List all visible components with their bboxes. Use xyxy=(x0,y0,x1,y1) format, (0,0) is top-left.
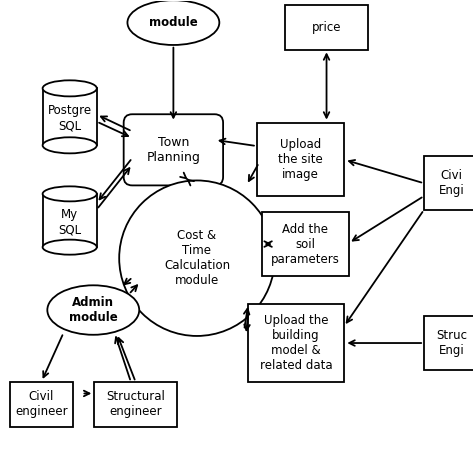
Bar xyxy=(43,194,97,247)
Text: Postgre
SQL: Postgre SQL xyxy=(48,104,92,132)
Bar xyxy=(43,88,97,146)
Text: Upload
the site
image: Upload the site image xyxy=(278,138,323,181)
Text: Add the
soil
parameters: Add the soil parameters xyxy=(271,223,340,265)
Ellipse shape xyxy=(128,0,219,45)
Text: Struc
Engi: Struc Engi xyxy=(436,329,467,357)
Bar xyxy=(262,212,349,276)
Bar xyxy=(247,304,344,382)
Ellipse shape xyxy=(43,240,97,255)
Text: Civil
engineer: Civil engineer xyxy=(15,390,68,418)
Text: price: price xyxy=(312,21,341,34)
Text: Upload the
building
model &
related data: Upload the building model & related data xyxy=(260,314,332,372)
Bar xyxy=(424,316,474,370)
Bar xyxy=(94,382,177,427)
Text: Civi
Engi: Civi Engi xyxy=(438,169,464,197)
Text: Structural
engineer: Structural engineer xyxy=(106,390,165,418)
Text: My
SQL: My SQL xyxy=(58,208,81,236)
Ellipse shape xyxy=(43,186,97,201)
FancyBboxPatch shape xyxy=(124,114,223,185)
Ellipse shape xyxy=(47,285,139,335)
Text: Admin
module: Admin module xyxy=(69,296,118,324)
Text: Cost &
Time
Calculation
module: Cost & Time Calculation module xyxy=(164,229,230,287)
Bar xyxy=(257,123,344,196)
Bar xyxy=(9,382,73,427)
Bar xyxy=(424,156,474,210)
Ellipse shape xyxy=(43,137,97,154)
Circle shape xyxy=(119,181,275,336)
Ellipse shape xyxy=(43,80,97,96)
Bar xyxy=(285,5,368,50)
Text: Town
Planning: Town Planning xyxy=(146,136,201,164)
Text: module: module xyxy=(149,16,198,29)
